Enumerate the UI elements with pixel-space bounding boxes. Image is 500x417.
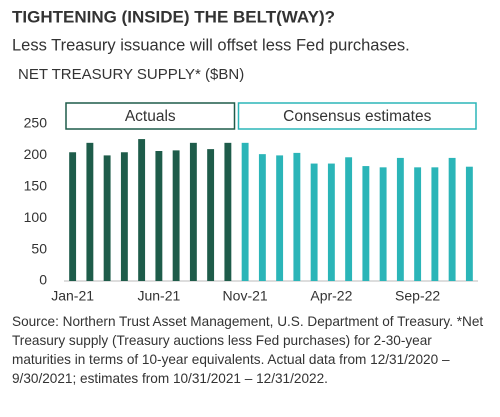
x-tick-label: Apr-22	[310, 288, 352, 304]
bar	[207, 149, 215, 281]
x-tick-label: Sep-22	[395, 288, 440, 304]
bar	[396, 157, 404, 281]
bar	[276, 155, 284, 281]
bar	[345, 157, 353, 281]
bar	[155, 151, 163, 281]
y-tick-label: 100	[24, 209, 48, 225]
x-tick-label: Nov-21	[223, 288, 268, 304]
bar	[327, 163, 335, 281]
legend-box	[65, 102, 236, 130]
y-tick-label: 150	[24, 178, 48, 194]
chart-title: TIGHTENING (INSIDE) THE BELT(WAY)?	[12, 7, 335, 26]
bar	[103, 155, 111, 281]
bar	[431, 167, 439, 281]
bar	[362, 166, 370, 281]
y-tick-label: 0	[39, 272, 47, 288]
legend-label: Actuals	[125, 108, 176, 125]
y-tick-label: 200	[24, 146, 48, 162]
bar	[86, 142, 94, 281]
legend-box	[237, 102, 477, 130]
chart: TIGHTENING (INSIDE) THE BELT(WAY)? Less …	[12, 7, 478, 304]
bar	[120, 152, 128, 281]
x-tick-label: Jun-21	[137, 288, 180, 304]
bar	[465, 166, 473, 281]
bar	[258, 154, 266, 281]
bar	[310, 163, 318, 281]
bar	[293, 152, 301, 281]
y-tick-label: 250	[24, 115, 48, 131]
bar	[448, 157, 456, 281]
chart-subtitle: Less Treasury issuance will offset less …	[12, 36, 410, 54]
y-axis-title: NET TREASURY SUPPLY* ($BN)	[18, 66, 244, 83]
bar	[172, 150, 180, 281]
y-tick-label: 50	[31, 240, 47, 256]
legend-label: Consensus estimates	[283, 108, 431, 125]
bar	[241, 142, 249, 281]
bar	[189, 142, 197, 281]
source-note: Source: Northern Trust Asset Management,…	[12, 314, 484, 386]
bar	[138, 139, 146, 281]
bar	[414, 167, 422, 281]
bar	[224, 142, 232, 281]
bar	[69, 152, 77, 281]
bar	[379, 167, 387, 281]
x-tick-label: Jan-21	[51, 288, 94, 304]
